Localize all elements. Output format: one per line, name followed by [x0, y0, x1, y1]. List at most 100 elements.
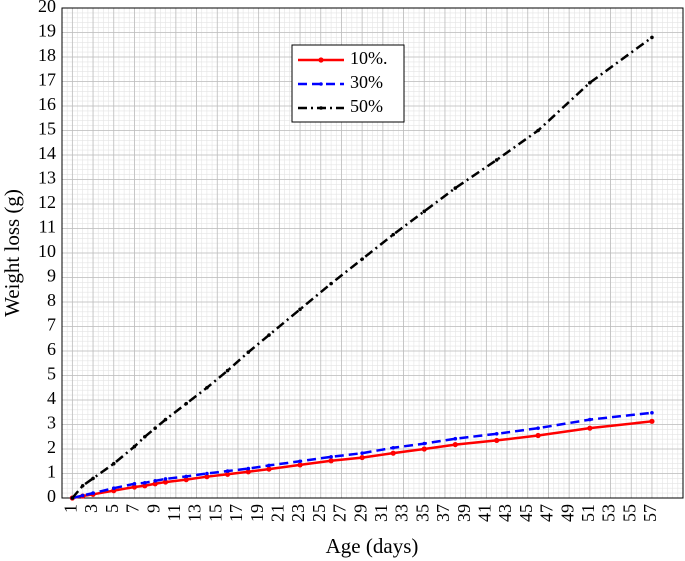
point: [162, 479, 169, 485]
x-tick-label: 45: [516, 504, 536, 522]
y-tick-label: 0: [47, 486, 56, 506]
point: [360, 451, 364, 455]
point: [266, 466, 272, 472]
x-tick-label: 49: [557, 504, 577, 522]
y-tick-label: 18: [38, 45, 56, 65]
point: [391, 445, 396, 450]
series-line: [72, 411, 653, 500]
point: [183, 477, 189, 483]
y-tick-label: 14: [38, 143, 56, 163]
point: [152, 481, 158, 487]
point: [494, 158, 499, 162]
legend-marker: [318, 57, 324, 63]
y-tick-label: 4: [47, 388, 56, 408]
point: [205, 471, 209, 476]
y-tick-label: 17: [38, 70, 56, 90]
point: [111, 461, 116, 466]
point: [91, 476, 95, 481]
x-tick-label: 47: [537, 504, 557, 522]
x-tick-label: 19: [247, 504, 267, 522]
y-tick-label: 16: [38, 94, 56, 114]
point: [453, 436, 458, 441]
x-tick-label: 29: [350, 504, 370, 522]
point: [588, 417, 592, 422]
x-tick-label: 51: [578, 504, 598, 522]
point: [184, 474, 188, 479]
point: [132, 481, 137, 486]
legend-label: 30%: [350, 72, 383, 92]
y-axis-label: Weight loss (g): [0, 189, 24, 317]
point: [422, 441, 427, 446]
point: [111, 486, 116, 491]
y-tick-label: 7: [47, 315, 56, 335]
point: [246, 350, 251, 355]
y-tick-label: 20: [38, 0, 56, 16]
legend: 10%. 30% 50%: [291, 44, 405, 123]
legend-marker: [319, 106, 323, 110]
x-tick-label: 39: [454, 504, 474, 522]
point: [452, 441, 458, 448]
point: [494, 432, 499, 436]
x-tick-label: 37: [433, 504, 453, 522]
point: [204, 474, 210, 480]
point: [329, 455, 333, 459]
point: [143, 434, 147, 439]
y-tick-label: 6: [47, 339, 56, 359]
y-tick-label: 19: [38, 21, 56, 41]
point: [453, 186, 458, 190]
point: [422, 209, 427, 214]
x-tick-label: 35: [412, 504, 432, 522]
point: [650, 410, 654, 415]
x-tick-label: 31: [371, 504, 391, 522]
point: [421, 446, 427, 452]
point: [153, 479, 157, 483]
x-tick-label: 27: [330, 504, 350, 522]
point: [184, 401, 188, 406]
point: [245, 469, 251, 475]
x-tick-label: 17: [226, 504, 246, 522]
x-tick-label: 23: [288, 504, 308, 522]
y-tick-label: 3: [47, 413, 56, 433]
x-tick-label: 41: [474, 504, 494, 522]
x-tick-label: 15: [205, 504, 225, 522]
y-tick-label: 5: [47, 364, 56, 384]
point: [163, 477, 168, 481]
legend-marker: [319, 82, 323, 86]
point: [91, 491, 95, 495]
y-tick-label: 9: [47, 266, 56, 286]
point: [131, 484, 138, 490]
point: [494, 437, 500, 444]
point: [153, 426, 157, 430]
point: [225, 469, 230, 473]
y-tick-label: 15: [38, 119, 56, 139]
x-axis-label: Age (days): [326, 534, 419, 558]
point: [359, 454, 365, 461]
point: [225, 471, 231, 477]
x-tick-label: 25: [309, 504, 329, 522]
point: [225, 368, 230, 373]
point: [163, 417, 168, 422]
y-tick-label: 13: [38, 168, 56, 188]
x-tick-label: 13: [185, 504, 205, 522]
point: [587, 425, 593, 431]
point: [298, 307, 302, 312]
point: [360, 257, 364, 261]
x-tick-label: 57: [640, 504, 660, 522]
point: [329, 281, 333, 286]
legend-label: 10%.: [350, 48, 388, 68]
point: [650, 35, 654, 40]
plot-frame: [61, 7, 684, 499]
point: [535, 432, 541, 439]
y-tick-label: 10: [38, 241, 56, 261]
y-tick-label: 2: [47, 437, 56, 457]
x-tick-label: 1: [60, 504, 80, 513]
point: [298, 459, 302, 464]
point: [391, 232, 396, 237]
point: [267, 463, 271, 468]
point: [80, 493, 85, 498]
y-tick-label: 8: [47, 290, 56, 310]
x-tick-label: 53: [599, 504, 619, 522]
x-tick-label: 3: [81, 504, 101, 513]
y-tick-label: 1: [47, 462, 56, 482]
